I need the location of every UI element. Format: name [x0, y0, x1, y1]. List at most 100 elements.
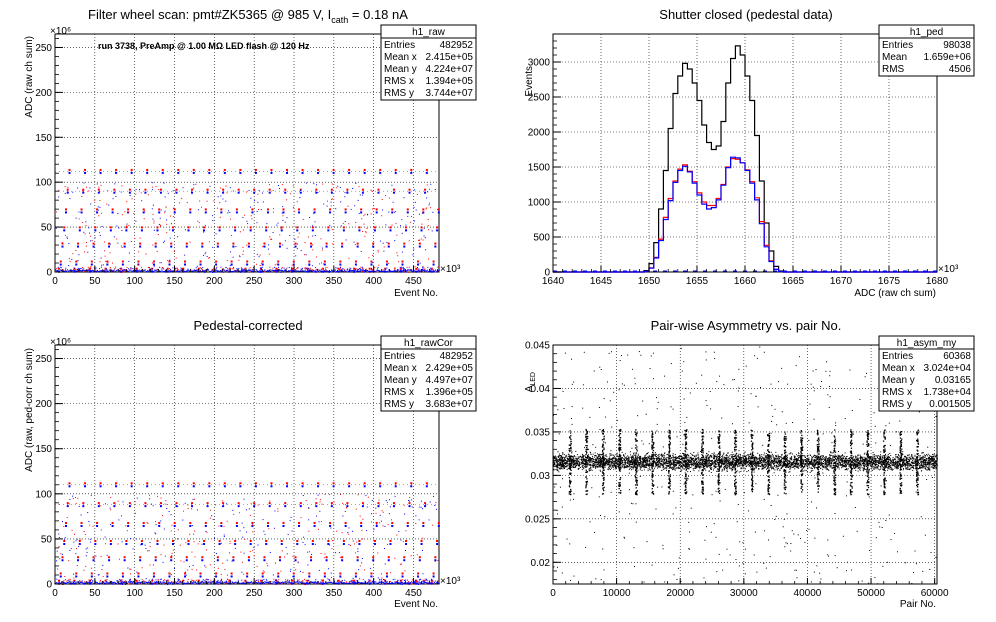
raw-point-blue: [80, 211, 83, 214]
asym-point: [625, 466, 627, 468]
asym-point: [770, 466, 772, 468]
raw-point-scatter: [175, 267, 177, 269]
rawcor-point-red: [436, 540, 439, 543]
raw-point-scatter: [82, 268, 84, 270]
asym-point: [642, 457, 644, 459]
raw-point-baseline: [206, 269, 208, 271]
raw-point-baseline: [138, 269, 140, 271]
raw-point-blue: [391, 211, 394, 214]
raw-point-scatter: [90, 203, 92, 205]
rawcor-point-scatter: [386, 580, 388, 582]
raw-point-scatter: [313, 183, 315, 185]
raw-point-scatter: [376, 271, 378, 273]
raw-point-scatter: [77, 260, 79, 262]
rawcor-point-scatter: [58, 533, 60, 535]
raw-point-red: [298, 208, 301, 211]
rawcor-point-blue: [175, 505, 178, 508]
rawcor-point-scatter: [403, 504, 405, 506]
raw-point-scatter: [403, 270, 405, 272]
rawcor-point-red: [375, 521, 378, 524]
rawcor-point-red: [61, 556, 64, 559]
asym-point: [703, 461, 705, 463]
rawcor-point-scatter: [304, 583, 306, 585]
rawcor-point-red: [270, 482, 273, 485]
asym-point: [713, 467, 715, 469]
asym-point: [674, 454, 676, 456]
asym-point: [767, 463, 769, 465]
asym-point: [776, 457, 778, 459]
raw-point-baseline: [111, 269, 113, 272]
rawcor-point-scatter: [319, 510, 321, 512]
rawcor-point-red: [203, 540, 206, 543]
raw-point-scatter: [419, 262, 421, 264]
raw-point-blue: [139, 245, 142, 248]
rawcor-point-baseline: [200, 581, 202, 584]
ped-x-ticks: 1640 1645 1650 1655 1660 1665 1670 1675 1680: [542, 266, 949, 287]
asym-point: [824, 467, 826, 469]
raw-point-scatter: [357, 199, 359, 201]
rawcor-point-scatter: [341, 532, 343, 534]
raw-point-scatter: [77, 187, 79, 189]
rawcor-point-scatter: [82, 583, 84, 585]
panel-raw-corrected: Pedestal-corrected 0 50 100 150 200 250 300 350…: [24, 318, 477, 610]
raw-point-scatter: [348, 269, 350, 271]
asym-point: [686, 456, 688, 458]
raw-point-baseline: [286, 270, 289, 273]
raw-point-blue: [394, 171, 397, 174]
rawcor-point-red: [223, 482, 226, 485]
rawcor-point-blue: [311, 543, 314, 546]
raw-point-scatter: [106, 270, 108, 272]
rawcor-point-baseline: [388, 582, 390, 585]
raw-point-scatter: [116, 225, 118, 227]
asym-point: [683, 459, 685, 461]
rawcor-point-scatter: [182, 519, 184, 521]
rawcor-point-scatter: [187, 508, 189, 510]
rawcor-point-blue: [353, 582, 356, 585]
asym-point: [846, 468, 848, 470]
asym-point: [560, 461, 562, 463]
asym-point: [870, 458, 872, 460]
raw-point-blue: [339, 263, 342, 266]
rawcor-point-baseline: [344, 582, 346, 584]
raw-point-baseline: [231, 270, 234, 273]
asym-point: [633, 461, 635, 463]
raw-point-scatter: [348, 223, 350, 225]
raw-point-baseline: [56, 270, 58, 272]
raw-point-blue: [151, 270, 154, 273]
rawcor-point-baseline: [430, 582, 432, 584]
raw-point-scatter: [250, 215, 252, 217]
rawcor-point-baseline: [63, 582, 65, 584]
rawcor-point-red: [437, 521, 440, 524]
raw-point-scatter: [321, 271, 323, 273]
rawcor-point-scatter: [149, 583, 151, 585]
raw-point-scatter: [256, 210, 258, 212]
rawcor-point-scatter: [281, 583, 283, 585]
raw-point-scatter: [98, 186, 100, 188]
rawcor-point-baseline: [271, 583, 273, 585]
rawcor-point-scatter: [288, 580, 290, 582]
asym-point: [873, 466, 875, 468]
raw-point-scatter: [350, 271, 352, 273]
raw-point-scatter: [107, 261, 109, 263]
asym-point: [567, 459, 569, 461]
asym-point: [604, 459, 606, 461]
rawcor-point-baseline: [339, 581, 341, 583]
asym-point: [857, 462, 859, 464]
rawcor-point-scatter: [191, 568, 193, 570]
rawcor-point-baseline: [131, 582, 133, 584]
raw-point-blue: [306, 270, 309, 273]
raw-point-scatter: [262, 271, 264, 273]
raw-stats-value-3: 1.394e+05: [425, 76, 473, 87]
asym-point: [921, 464, 923, 466]
raw-point-scatter: [169, 215, 171, 217]
raw-point-scatter: [414, 220, 416, 222]
rawcor-point-scatter: [434, 560, 436, 562]
asym-point: [810, 467, 812, 469]
asym-point: [770, 468, 772, 470]
rawcor-point-red: [372, 556, 375, 559]
asym-point: [680, 455, 682, 457]
rawcor-point-scatter: [320, 583, 322, 585]
rawcor-point-red: [265, 540, 268, 543]
raw-point-scatter: [256, 263, 258, 265]
rawcor-point-scatter: [241, 522, 243, 524]
